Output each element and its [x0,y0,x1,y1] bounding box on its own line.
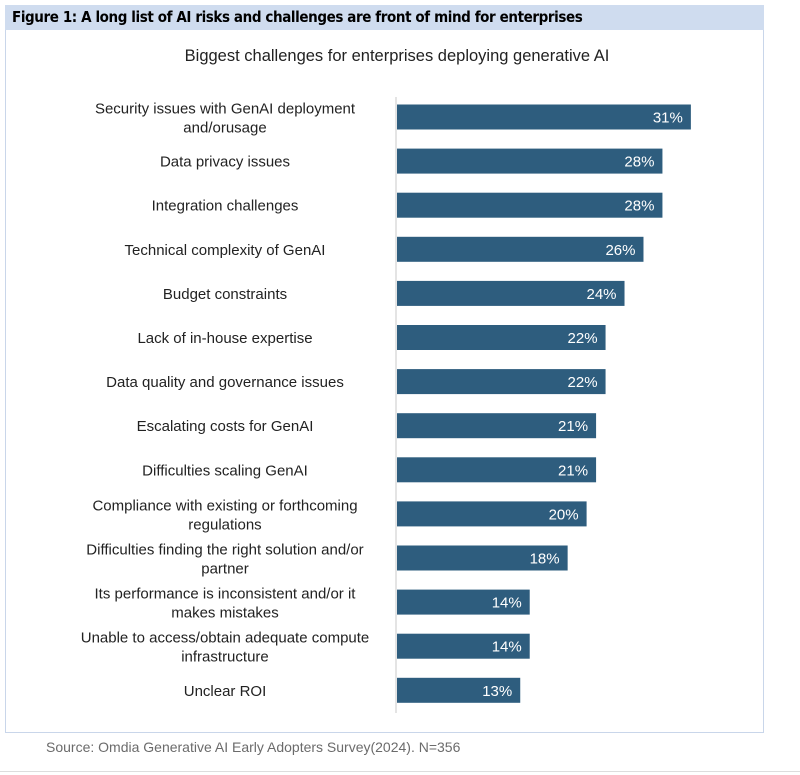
data-label: 24% [586,286,616,303]
category-label: Lack of in-house expertise [137,330,312,347]
data-label: 14% [492,639,522,656]
bar [397,325,606,350]
data-label: 13% [482,683,512,700]
category-label: Integration challenges [152,198,299,215]
bar [397,457,597,483]
bar [397,677,521,703]
category-label: Budget constraints [163,286,287,303]
category-label: Security issues with GenAI deployment and… [95,101,356,137]
category-label: Difficulties scaling GenAI [142,462,308,479]
figure-caption: Figure 1: A long list of AI risks and ch… [5,5,764,30]
bar [397,589,530,615]
category-label: Data quality and governance issues [106,374,344,391]
category-label: Escalating costs for GenAI [137,418,314,435]
bar [397,545,568,571]
data-label: 31% [653,110,683,127]
data-label: 28% [624,154,654,171]
divider [0,771,800,772]
bar [397,633,530,659]
bar [397,192,663,218]
bar [397,104,691,130]
data-label: 22% [568,374,598,391]
category-label: Compliance with existing or forthcoming r… [92,497,357,533]
data-label: 21% [558,462,588,479]
bar [397,369,606,395]
data-label: 26% [605,242,635,259]
bar [397,280,625,306]
data-label: 28% [624,198,654,215]
chart-title: Biggest challenges for enterprises deplo… [185,47,610,65]
source-note: Source: Omdia Generative AI Early Adopte… [46,739,461,755]
category-label: Unclear ROI [184,683,267,700]
bar [397,236,644,262]
data-label: 22% [568,330,598,347]
category-label: Difficulties finding the right solution … [86,542,363,578]
category-label: Data privacy issues [160,154,290,171]
category-label: Unable to access/obtain adequate compute… [81,630,370,666]
bar [397,501,587,527]
bar [397,413,597,439]
bar [397,148,663,174]
data-label: 20% [549,506,579,523]
category-label: Its performance is inconsistent and/or i… [95,586,357,622]
data-label: 14% [492,595,522,612]
category-label: Technical complexity of GenAI [125,242,326,259]
bar-chart: Biggest challenges for enterprises deplo… [81,47,691,713]
data-label: 21% [558,418,588,435]
data-label: 18% [530,551,560,568]
